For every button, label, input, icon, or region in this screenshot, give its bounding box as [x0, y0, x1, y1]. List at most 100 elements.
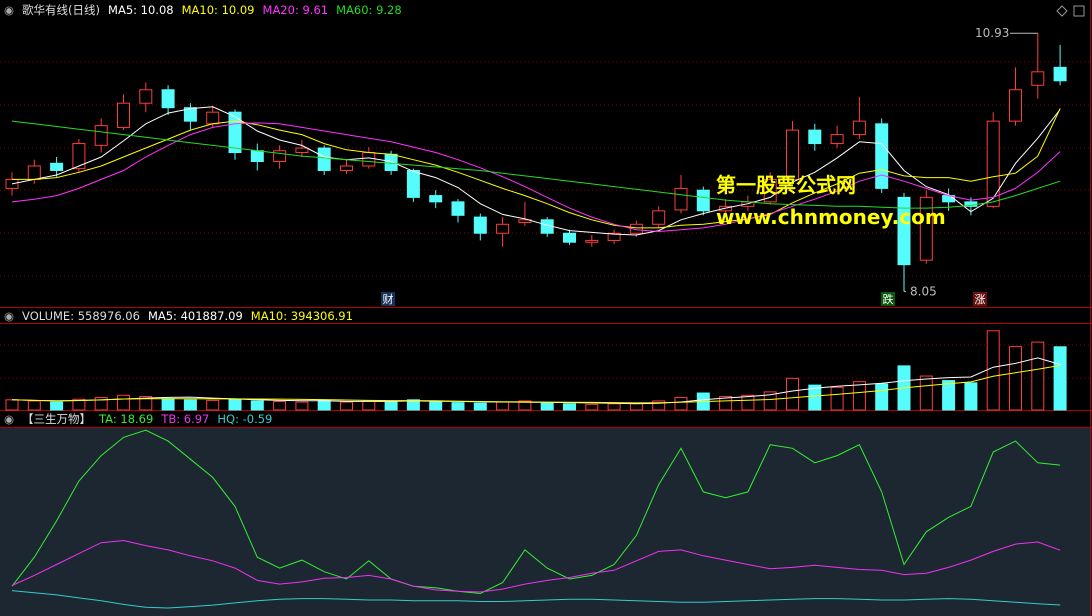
candle-body [72, 143, 86, 170]
legend-name: MA10 [182, 3, 222, 17]
volume-bar [942, 380, 956, 411]
volume-bar [340, 401, 353, 411]
candle-body [117, 102, 130, 128]
watermark: 第一股票公式网 [716, 173, 856, 197]
candle-body [50, 162, 64, 171]
candle-body [652, 210, 666, 225]
volume-bar [852, 381, 866, 411]
candle-body [852, 120, 866, 136]
volume-bar [786, 377, 799, 411]
candle-body [161, 89, 175, 109]
legend-value: 394306.91 [290, 309, 353, 323]
legend-name: MA20 [263, 3, 303, 17]
candle-body [5, 178, 19, 189]
volume-bar [1053, 346, 1067, 411]
candle-body [317, 147, 331, 171]
candle-body [786, 129, 799, 180]
volume-bar [808, 384, 822, 411]
volume-bar [518, 400, 532, 411]
volume-bar [540, 402, 554, 411]
volume-bar [875, 383, 889, 411]
legend-value: 401887.09 [180, 309, 243, 323]
volume-bar [585, 403, 599, 411]
volume-bar [161, 398, 175, 411]
volume-bar [183, 399, 197, 411]
legend-name: MA10 [251, 309, 291, 323]
candle-body [563, 232, 576, 243]
legend-value: -0.59 [242, 412, 273, 426]
legend-name: MA5 [108, 3, 141, 17]
candle-body [897, 196, 911, 266]
event-marker-box [973, 292, 987, 306]
series-line [11, 106, 1061, 236]
volume-bar [317, 399, 331, 411]
volume-bar [1009, 346, 1022, 411]
volume-bar [117, 394, 130, 411]
volume-bar [72, 398, 86, 411]
volume-value: 558976.06 [77, 309, 140, 323]
high-label: 10.93 [975, 26, 1009, 40]
volume-bar [496, 401, 510, 411]
event-marker: 财 [383, 292, 394, 306]
candle-body [1031, 71, 1045, 86]
candle-body [674, 187, 688, 211]
candle-body [629, 223, 643, 234]
volume-bar [830, 386, 844, 411]
event-marker: 涨 [975, 293, 986, 306]
candle-body [585, 239, 599, 243]
candle-body [1053, 66, 1067, 82]
candle-body [273, 150, 287, 163]
candle-body [94, 125, 108, 146]
event-marker-box [381, 292, 395, 306]
low-label: 8.05 [910, 285, 937, 299]
volume-bar [27, 400, 41, 411]
series-line [11, 590, 1061, 609]
candle-body [1009, 89, 1022, 122]
volume-bar [629, 402, 643, 411]
indicator-pane-bg [0, 428, 1092, 616]
volume-bar [5, 399, 19, 411]
window-icons[interactable] [1056, 5, 1085, 17]
volume-bar [451, 402, 465, 411]
volume-bar [406, 399, 420, 411]
legend-name: MA60 [336, 3, 376, 17]
legend-value: 10.08 [140, 3, 174, 17]
candle-body [496, 223, 510, 234]
volume-header: ◉VOLUME558976.06MA5401887.09MA10394306.9… [4, 308, 369, 324]
candle-body [384, 153, 398, 171]
volume-bar [295, 401, 309, 411]
legend-name: HQ [217, 412, 242, 426]
series-line [11, 122, 1061, 233]
volume-bar [964, 382, 978, 411]
volume-bar [473, 402, 487, 411]
series-line [11, 429, 1061, 595]
legend-name: MA5 [148, 309, 181, 323]
candle-body [295, 147, 309, 154]
candle-body [830, 134, 844, 145]
candle-body [763, 178, 777, 203]
event-marker-box [881, 292, 895, 306]
legend-value: 10.09 [221, 3, 255, 17]
volume-bar [250, 400, 264, 411]
candle-body [875, 123, 889, 189]
volume-bar [652, 400, 666, 411]
candle-body [250, 150, 264, 163]
stock-title: 歌华有线(日线) [22, 3, 101, 17]
candle-body [228, 111, 242, 154]
volume-bar [986, 330, 1000, 411]
candle-body [362, 152, 376, 167]
candle-body [518, 219, 532, 223]
volume-bar [273, 401, 287, 411]
volume-bar [384, 401, 398, 411]
candle-body [139, 89, 153, 104]
legend-value: 9.61 [302, 3, 329, 17]
candle-body [183, 107, 197, 122]
legend-value: 9.28 [376, 3, 402, 17]
candle-body [429, 195, 443, 203]
volume-label: VOLUME [22, 309, 78, 323]
volume-bar [563, 403, 576, 411]
